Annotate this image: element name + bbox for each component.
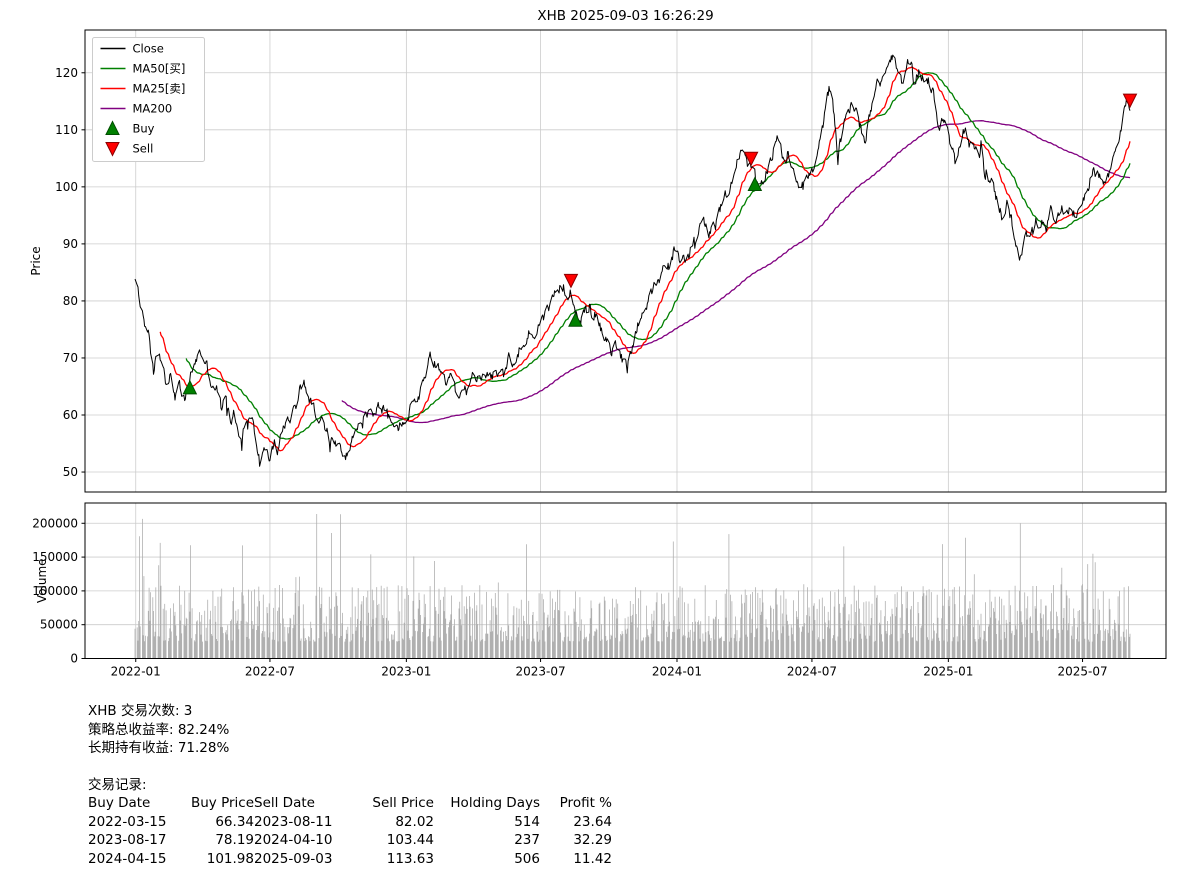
trades-table: Buy Date Buy Price Sell Date Sell Price Hold… (88, 794, 612, 868)
trade-cell: 32.29 (573, 832, 612, 848)
trade-records-title: 交易记录: (88, 776, 147, 793)
trade-cell: 23.64 (573, 813, 612, 830)
date-tick-label: 2024-07 (787, 665, 837, 679)
date-tick-label: 2023-07 (515, 665, 565, 679)
ma25-line (159, 66, 1131, 452)
trade-cell: 2024-04-10 (254, 832, 333, 848)
legend-label: MA200 (133, 102, 173, 116)
volume-tick-label: 150000 (32, 550, 78, 564)
trade-cell: 2024-04-15 (88, 850, 167, 867)
ma50-line (185, 72, 1131, 440)
date-tick-label: 2025-01 (923, 665, 973, 679)
buy-marker (568, 312, 583, 327)
legend-buy-marker-icon (105, 120, 120, 135)
trade-cell: 237 (514, 832, 540, 848)
volume-axis-label: Volume (35, 558, 49, 603)
price-tick-label: 80 (63, 294, 78, 308)
trade-cell: 113.63 (386, 850, 434, 867)
trades-col-header: Sell Price (372, 795, 434, 811)
volume-tick-label: 200000 (32, 516, 78, 530)
ma200-line (341, 120, 1131, 424)
volume-tick-label: 100000 (32, 584, 78, 598)
trades-col-header: Profit % (559, 795, 612, 811)
trades-header-row: Buy Date Buy Price Sell Date Sell Price Hold… (88, 794, 612, 813)
trade-cell: 66.34 (215, 813, 254, 830)
strategy-chart: 50 60 70 80 90 100 110 120 0 50000 100000 150000 200… (29, 8, 1167, 679)
trade-cell: 2025-09-03 (254, 850, 333, 867)
trade-cell: 82.02 (395, 813, 434, 830)
buy-marker (182, 379, 198, 395)
price-tick-label: 70 (63, 351, 78, 365)
price-tick-label: 50 (63, 465, 78, 479)
trade-cell: 514 (514, 813, 540, 830)
trade-row: 2024-04-15 101.98 2025-09-03 113.63 506 11.42 (88, 850, 612, 869)
legend-label: MA25[卖] (133, 82, 186, 96)
price-tick-label: 120 (55, 66, 78, 80)
price-axis-label: Price (29, 246, 43, 275)
date-tick-label: 2022-07 (245, 665, 295, 679)
trade-cell: 101.98 (206, 850, 254, 867)
stat-hold-return: 长期持有收益: 71.28% (88, 740, 230, 756)
sell-marker (563, 273, 579, 289)
date-tick-label: 2025-07 (1057, 665, 1107, 679)
close-line (134, 54, 1131, 467)
sell-marker (1122, 93, 1138, 109)
price-tick-label: 60 (63, 408, 78, 422)
legend-sell-marker-icon (105, 142, 120, 157)
legend-label: Buy (133, 122, 155, 136)
stats-block: XHB 交易次数: 3 策略总收益率: 82.24% 长期持有收益: 71.28… (88, 702, 612, 868)
volume-plot-border (84, 502, 1167, 659)
legend-label: Close (133, 42, 164, 56)
trade-cell: 2022-03-15 (88, 813, 167, 830)
trades-col-header: Buy Date (88, 795, 151, 811)
price-plot-border (84, 29, 1167, 493)
trades-col-header: Sell Date (254, 795, 315, 811)
volume-tick-label: 0 (70, 652, 78, 666)
stat-strategy-return: 策略总收益率: 82.24% (88, 721, 230, 738)
legend-label: MA50[买] (133, 62, 186, 76)
legend-label: Sell (133, 142, 154, 156)
trade-cell: 2023-08-17 (88, 832, 167, 848)
trade-cell: 11.42 (573, 850, 612, 867)
volume-bars (134, 514, 1131, 659)
date-tick-label: 2024-01 (652, 665, 702, 679)
trade-cell: 78.19 (215, 832, 254, 848)
volume-tick-label: 50000 (40, 618, 78, 632)
trade-row: 2022-03-15 66.34 2023-08-11 82.02 514 23.64 (88, 813, 612, 832)
trades-col-header: Buy Price (190, 795, 254, 811)
buy-marker (747, 176, 763, 192)
date-tick-label: 2023-01 (381, 665, 431, 679)
trade-cell: 2023-08-11 (254, 813, 333, 830)
trades-col-header: Holding Days (450, 795, 540, 811)
chart-title: XHB 2025-09-03 16:26:29 (537, 8, 713, 24)
date-tick-label: 2022-01 (111, 665, 161, 679)
price-tick-label: 110 (55, 123, 78, 137)
price-tick-label: 90 (63, 237, 78, 251)
trade-row: 2023-08-17 78.19 2024-04-10 103.44 237 32.29 (88, 831, 612, 850)
trade-cell: 506 (514, 850, 540, 867)
price-tick-label: 100 (55, 180, 78, 194)
sell-marker (743, 151, 759, 167)
trade-cell: 103.44 (386, 832, 434, 848)
stat-trade-count: XHB 交易次数: 3 (88, 703, 193, 719)
